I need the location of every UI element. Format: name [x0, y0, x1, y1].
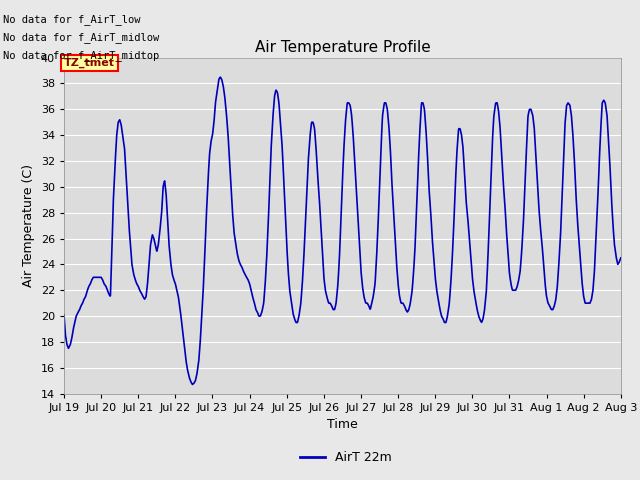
Title: Air Temperature Profile: Air Temperature Profile: [255, 40, 430, 55]
Text: No data for f_AirT_low: No data for f_AirT_low: [3, 13, 141, 24]
Text: No data for f_AirT_midlow: No data for f_AirT_midlow: [3, 32, 159, 43]
Text: No data for f_AirT_midtop: No data for f_AirT_midtop: [3, 50, 159, 61]
Legend: AirT 22m: AirT 22m: [295, 446, 396, 469]
Text: TZ_tmet: TZ_tmet: [64, 58, 115, 68]
X-axis label: Time: Time: [327, 418, 358, 431]
Y-axis label: Air Temperature (C): Air Temperature (C): [22, 164, 35, 287]
